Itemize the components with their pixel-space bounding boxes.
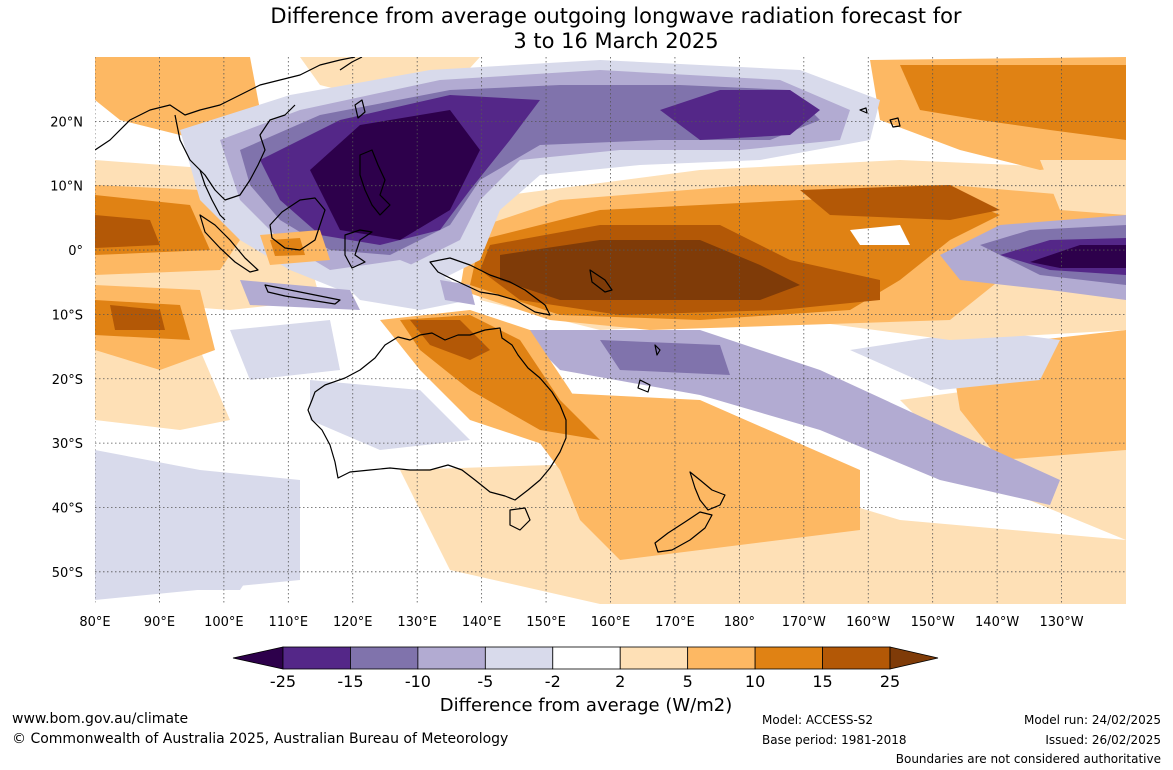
colorbar-tick-label: 5 — [683, 672, 693, 691]
website-link[interactable]: www.bom.gov.au/climate — [12, 711, 189, 727]
new-zealand-south-coastline — [654, 511, 713, 553]
indochina-coastline — [174, 104, 296, 201]
colorbar-tick-label: -25 — [270, 672, 296, 691]
issued-text: Issued: 26/02/2025 — [1045, 733, 1161, 747]
title-line-1: Difference from average outgoing longwav… — [270, 4, 962, 28]
model-text: Model: ACCESS-S2 — [762, 713, 874, 727]
colorbar-swatch — [484, 646, 554, 670]
colorbar-tick-label: 10 — [745, 672, 765, 691]
longitude-label: 130°W — [1039, 615, 1083, 630]
colorbar-swatch — [282, 646, 351, 670]
copyright-text: © Commonwealth of Australia 2025, Austra… — [12, 731, 509, 747]
longitude-label: 130°E — [397, 615, 437, 630]
longitude-label: 140°E — [462, 615, 502, 630]
longitude-label: 150°E — [526, 615, 566, 630]
colorbar-title: Difference from average (W/m2) — [439, 695, 733, 716]
colorbar-tick-label: 2 — [615, 672, 625, 691]
longitude-labels: 80°E 90°E 100°E 110°E 120°E 130°E 140°E 150°E 16… — [79, 615, 1083, 630]
longitude-label: 80°E — [79, 615, 110, 630]
colorbar-tick-label: 25 — [880, 672, 900, 691]
colorbar: -25 -15 -10 -5 -2 2 5 10 15 25 — [232, 646, 939, 691]
colorbar-max-extension — [889, 646, 939, 670]
taiwan-coastline — [354, 99, 366, 119]
colorbar-swatch — [687, 646, 756, 670]
colorbar-swatch — [552, 646, 621, 670]
colorbar-swatch — [822, 646, 891, 670]
colorbar-swatch — [754, 646, 823, 670]
colorbar-tick-label: 15 — [812, 672, 832, 691]
longitude-label: 90°E — [144, 615, 175, 630]
philippines-coastline — [359, 149, 391, 216]
latitude-label: 20°N — [50, 115, 83, 130]
longitude-label: 100°E — [204, 615, 244, 630]
colorbar-swatch — [619, 646, 689, 670]
colorbar-tick-label: -15 — [337, 672, 363, 691]
base-period-text: Base period: 1981-2018 — [762, 733, 907, 747]
borneo-coastline — [269, 197, 326, 251]
longitude-label: 160°E — [591, 615, 631, 630]
colorbar-min-extension — [232, 646, 284, 670]
sulawesi-coastline — [344, 229, 373, 269]
title-line-2: 3 to 16 March 2025 — [513, 29, 719, 53]
colorbar-swatch — [350, 646, 419, 670]
latitude-label: 20°S — [52, 373, 83, 388]
colorbar-swatch — [417, 646, 486, 670]
colorbar-tick-label: -10 — [405, 672, 431, 691]
longitude-label: 110°E — [269, 615, 309, 630]
longitude-label: 170°W — [782, 615, 826, 630]
latitude-label: 10°N — [50, 180, 83, 195]
map-title: Difference from average outgoing longwav… — [0, 4, 1173, 54]
malay-peninsula-coastline — [199, 169, 226, 221]
latitude-labels: 20°N 10°N 0° 10°S 20°S 30°S 40°S 50°S — [50, 115, 83, 580]
colorbar-tick-label: -5 — [477, 672, 493, 691]
latitude-label: 0° — [68, 244, 83, 259]
latitude-label: 40°S — [52, 501, 83, 516]
longitude-label: 180° — [724, 615, 755, 630]
latitude-label: 30°S — [52, 437, 83, 452]
australia-coastline — [307, 327, 567, 501]
colorbar-tick-label: -2 — [545, 672, 561, 691]
anomaly-field — [95, 57, 1126, 604]
latitude-label: 10°S — [52, 308, 83, 323]
new-zealand-north-coastline — [689, 471, 726, 511]
japan-coastline — [339, 57, 363, 71]
longitude-label: 160°W — [846, 615, 890, 630]
tasmania-coastline — [509, 507, 531, 531]
asia-coastline — [95, 57, 356, 151]
disclaimer-text: Boundaries are not considered authoritat… — [895, 752, 1161, 766]
longitude-label: 170°E — [655, 615, 695, 630]
longitude-label: 140°W — [975, 615, 1019, 630]
model-run-text: Model run: 24/02/2025 — [1023, 713, 1161, 727]
java-coastline — [264, 284, 341, 305]
longitude-label: 120°E — [333, 615, 373, 630]
sumatra-coastline — [199, 214, 259, 273]
new-guinea-coastline — [429, 257, 551, 316]
latitude-label: 50°S — [52, 566, 83, 581]
longitude-label: 150°W — [911, 615, 955, 630]
coastlines — [95, 57, 901, 553]
